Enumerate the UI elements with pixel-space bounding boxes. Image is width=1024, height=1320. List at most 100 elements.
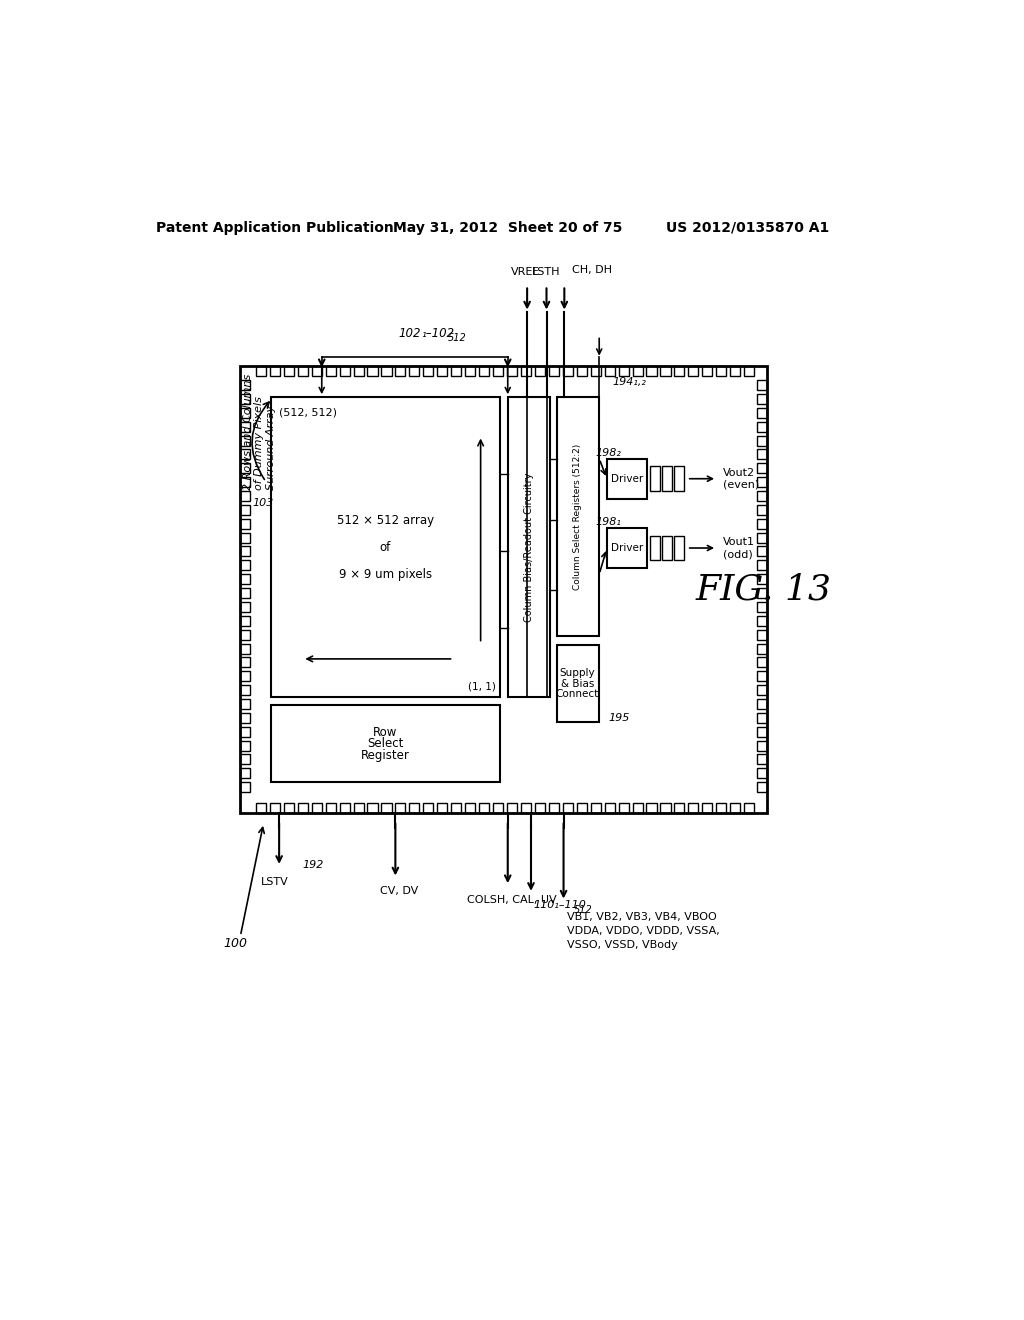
- Bar: [660, 803, 671, 813]
- Bar: [591, 803, 601, 813]
- Text: VDDA, VDDO, VDDD, VSSA,: VDDA, VDDO, VDDD, VSSA,: [567, 925, 720, 936]
- Bar: [604, 367, 614, 376]
- Text: (512, 512): (512, 512): [280, 408, 337, 417]
- Bar: [758, 700, 767, 709]
- Bar: [716, 803, 726, 813]
- Bar: [507, 367, 517, 376]
- Text: VB1, VB2, VB3, VB4, VBOO: VB1, VB2, VB3, VB4, VBOO: [567, 912, 717, 921]
- Text: 9 × 9 um pixels: 9 × 9 um pixels: [339, 568, 432, 581]
- Text: 195: 195: [608, 713, 630, 723]
- Bar: [410, 803, 420, 813]
- Bar: [340, 367, 349, 376]
- Bar: [241, 741, 251, 751]
- Text: May 31, 2012  Sheet 20 of 75: May 31, 2012 Sheet 20 of 75: [393, 220, 623, 235]
- Bar: [368, 367, 378, 376]
- Text: ₁–102: ₁–102: [421, 327, 454, 341]
- Bar: [744, 367, 755, 376]
- Bar: [353, 803, 364, 813]
- Bar: [649, 466, 659, 491]
- Text: LSTV: LSTV: [261, 878, 289, 887]
- Bar: [241, 533, 251, 543]
- Text: of: of: [380, 541, 391, 554]
- Bar: [758, 478, 767, 487]
- Text: Row: Row: [373, 726, 397, 739]
- Text: 100: 100: [223, 937, 247, 950]
- Bar: [758, 395, 767, 404]
- Bar: [241, 768, 251, 779]
- Bar: [423, 803, 433, 813]
- Text: Select: Select: [368, 737, 403, 750]
- Bar: [688, 367, 698, 376]
- Bar: [758, 685, 767, 696]
- Bar: [241, 630, 251, 640]
- Bar: [577, 367, 587, 376]
- Bar: [758, 657, 767, 668]
- Bar: [549, 803, 559, 813]
- Bar: [758, 726, 767, 737]
- Bar: [241, 755, 251, 764]
- Bar: [758, 602, 767, 612]
- Text: (1, 1): (1, 1): [468, 681, 496, 692]
- Bar: [633, 803, 643, 813]
- Bar: [241, 561, 251, 570]
- Bar: [758, 380, 767, 391]
- Bar: [241, 449, 251, 459]
- Bar: [758, 546, 767, 557]
- Bar: [758, 713, 767, 723]
- Bar: [395, 803, 406, 813]
- Bar: [410, 367, 420, 376]
- Bar: [662, 466, 672, 491]
- Text: 192: 192: [302, 861, 324, 870]
- Bar: [241, 726, 251, 737]
- Bar: [353, 367, 364, 376]
- Bar: [758, 574, 767, 585]
- Bar: [758, 630, 767, 640]
- Text: 194₁,₂: 194₁,₂: [612, 376, 646, 387]
- Bar: [311, 803, 322, 813]
- Bar: [758, 781, 767, 792]
- Bar: [618, 803, 629, 813]
- Bar: [479, 803, 489, 813]
- Text: 198₂: 198₂: [595, 447, 622, 458]
- Bar: [535, 803, 545, 813]
- Bar: [395, 367, 406, 376]
- Bar: [521, 367, 531, 376]
- Bar: [716, 367, 726, 376]
- Bar: [241, 589, 251, 598]
- Text: 2 Rows and Columns
of Dummy Pixels
Surround Array: 2 Rows and Columns of Dummy Pixels Surro…: [243, 374, 275, 490]
- Text: Connect: Connect: [556, 689, 599, 700]
- Bar: [758, 463, 767, 474]
- Text: CV, DV: CV, DV: [380, 887, 419, 896]
- Text: Supply: Supply: [560, 668, 595, 677]
- Bar: [284, 367, 294, 376]
- Bar: [270, 367, 280, 376]
- Text: COLSH, CAL, UV: COLSH, CAL, UV: [467, 895, 556, 906]
- Bar: [688, 803, 698, 813]
- Bar: [256, 803, 266, 813]
- Bar: [758, 436, 767, 446]
- Bar: [340, 803, 349, 813]
- Bar: [633, 367, 643, 376]
- Text: Driver: Driver: [611, 543, 643, 553]
- Bar: [758, 449, 767, 459]
- Bar: [271, 705, 500, 781]
- Text: VSSO, VSSD, VBody: VSSO, VSSD, VBody: [567, 940, 678, 949]
- Text: Register: Register: [360, 748, 410, 762]
- Bar: [758, 755, 767, 764]
- Bar: [702, 367, 713, 376]
- Bar: [465, 803, 475, 813]
- Bar: [557, 645, 599, 722]
- Bar: [241, 463, 251, 474]
- Text: LSTH: LSTH: [532, 268, 561, 277]
- Text: 512: 512: [449, 333, 467, 343]
- Bar: [702, 803, 713, 813]
- Bar: [298, 367, 308, 376]
- Text: (even): (even): [723, 480, 760, 490]
- Bar: [241, 685, 251, 696]
- Bar: [241, 602, 251, 612]
- Text: Column Bias/Readout Circuitry: Column Bias/Readout Circuitry: [523, 473, 534, 622]
- Text: CH, DH: CH, DH: [572, 265, 612, 275]
- Bar: [758, 561, 767, 570]
- Bar: [607, 459, 647, 499]
- Bar: [758, 741, 767, 751]
